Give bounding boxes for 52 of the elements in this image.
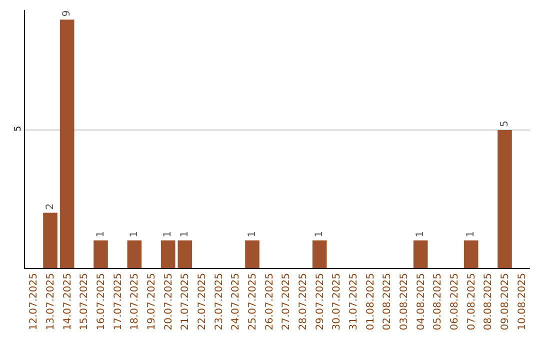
data-label: 1 (128, 231, 140, 238)
bar (160, 240, 176, 268)
bar (245, 240, 260, 268)
x-tick-label: 30.07.2025 (332, 273, 343, 330)
x-tick-label: 07.08.2025 (466, 273, 478, 330)
x-tick-label: 14.07.2025 (62, 273, 74, 330)
bar (413, 240, 428, 268)
data-label: 1 (415, 231, 426, 238)
x-tick-label: 01.08.2025 (365, 273, 376, 330)
x-tick-label: 03.08.2025 (399, 273, 410, 330)
x-tick-label: 27.07.2025 (281, 273, 292, 330)
data-label: 1 (179, 231, 190, 238)
x-tick-label: 24.07.2025 (230, 273, 242, 330)
bar (178, 240, 192, 268)
x-tick-label: 16.07.2025 (96, 273, 107, 330)
bar (43, 212, 58, 268)
x-tick-label: 04.08.2025 (416, 273, 427, 330)
bar (94, 240, 108, 268)
data-label: 5 (499, 120, 510, 128)
x-tick-label: 09.08.2025 (500, 273, 511, 330)
x-tick-label: 29.07.2025 (314, 273, 326, 330)
data-label: 9 (62, 10, 73, 17)
x-tick-label: 18.07.2025 (130, 273, 141, 330)
data-label: 2 (44, 203, 56, 210)
x-tick-label: 31.07.2025 (348, 273, 360, 330)
data-label: 1 (314, 231, 326, 238)
bar (60, 20, 74, 268)
bar (312, 240, 327, 268)
x-tick-label: 13.07.2025 (46, 273, 56, 330)
x-tick-label: 05.08.2025 (432, 273, 444, 330)
x-tick-label: 02.08.2025 (382, 273, 394, 330)
data-label: 1 (246, 231, 258, 238)
data-label: 1 (162, 231, 174, 238)
x-tick-label: 23.07.2025 (214, 273, 225, 330)
bar (127, 240, 142, 268)
bar (498, 130, 512, 268)
x-tick-label: 25.07.2025 (248, 273, 258, 330)
x-tick-label: 17.07.2025 (112, 273, 124, 330)
x-tick-label: 26.07.2025 (264, 273, 276, 330)
data-label: 1 (95, 231, 106, 238)
x-tick-label: 10.08.2025 (516, 273, 528, 330)
x-tick-label: 12.07.2025 (28, 273, 40, 330)
x-tick-label: 08.08.2025 (483, 273, 494, 330)
bar (464, 240, 478, 268)
x-tick-label: 22.07.2025 (197, 273, 208, 330)
x-tick-label: 20.07.2025 (163, 273, 174, 330)
x-tick-label: 15.07.2025 (79, 273, 90, 330)
x-tick-label: 06.08.2025 (450, 273, 460, 330)
data-label: 1 (466, 231, 477, 238)
x-tick-label: 28.07.2025 (298, 273, 309, 330)
x-tick-label: 19.07.2025 (146, 273, 158, 330)
x-tick-label: 21.07.2025 (180, 273, 192, 330)
